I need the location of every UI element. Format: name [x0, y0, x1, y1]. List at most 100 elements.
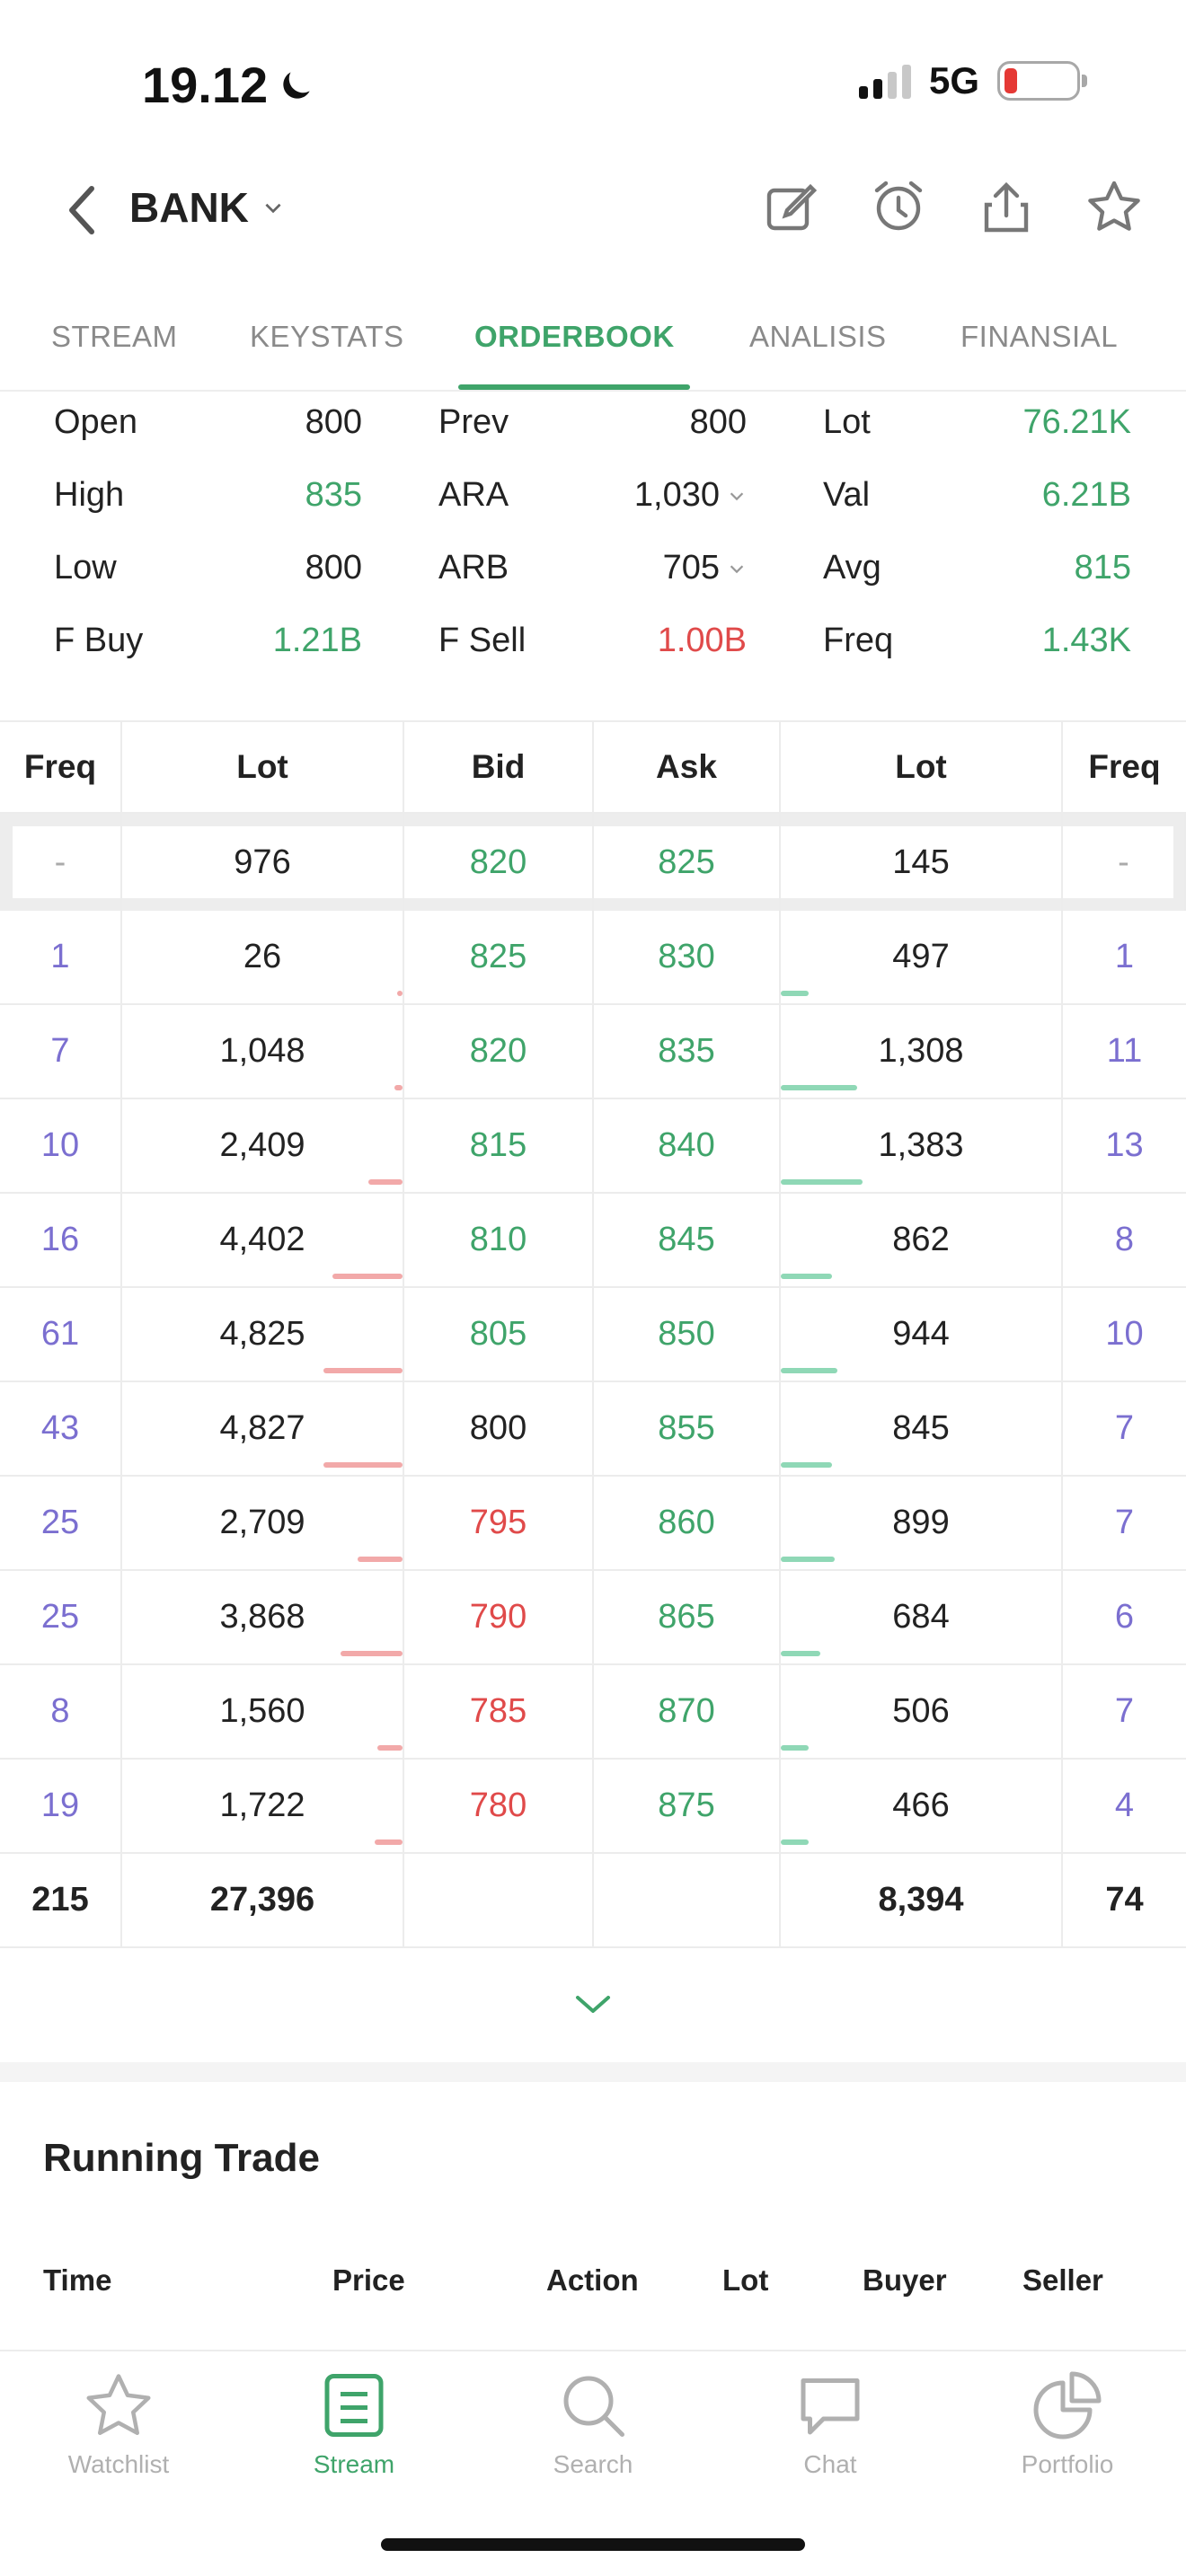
back-icon[interactable] [63, 183, 102, 237]
running-trade-header: Time Price Action Lot Buyer Seller [0, 2263, 1186, 2308]
share-icon[interactable] [978, 178, 1035, 235]
stat-ara[interactable]: ARA 1,030 [438, 459, 747, 532]
ask-lot: 862 [781, 1194, 1063, 1286]
tab-keystats[interactable]: KEYSTATS [250, 320, 404, 353]
bid-lot: 26 [122, 911, 404, 1003]
tab-orderbook[interactable]: ORDERBOOK [474, 320, 675, 353]
ask-depth-bar [781, 1368, 837, 1373]
ask-freq: 7 [1114, 1692, 1135, 1730]
ask-lot: 899 [781, 1477, 1063, 1569]
total-ask-freq: 74 [1105, 1881, 1144, 1919]
rt-header-price: Price [332, 2263, 405, 2297]
orderbook-row[interactable]: 25 3,868 790 865 684 6 [0, 1571, 1186, 1665]
bid-freq: 8 [0, 1665, 122, 1758]
search-icon [563, 2376, 624, 2437]
ask-depth-bar [781, 1462, 832, 1468]
ask-freq: 10 [1105, 1315, 1144, 1353]
chevron-down-icon [730, 491, 744, 500]
bid-price: 795 [404, 1477, 594, 1569]
rt-header-time: Time [43, 2263, 112, 2297]
nav-label: Chat [803, 2450, 857, 2478]
orderbook-row[interactable]: 16 4,402 810 845 862 8 [0, 1194, 1186, 1288]
ask-freq: 1 [1114, 938, 1135, 975]
stat-value: Val 6.21B [823, 476, 1131, 514]
bid-price: 790 [404, 1571, 594, 1663]
bid-freq: 19 [0, 1760, 122, 1852]
star-icon[interactable] [1085, 178, 1143, 235]
ask-lot: 466 [781, 1760, 1063, 1852]
network-label: 5G [928, 59, 979, 101]
bid-freq: 43 [0, 1382, 122, 1475]
bid-lot: 1,048 [122, 1005, 404, 1098]
best-bid-ask-row[interactable]: - 976 820 825 145 - [0, 814, 1186, 911]
nav-label: Stream [313, 2450, 395, 2478]
bid-depth-bar [340, 1651, 403, 1656]
bid-lot: 4,827 [122, 1382, 404, 1475]
stat-low: Low 800 [54, 549, 362, 587]
bid-price: 815 [404, 1099, 594, 1192]
nav-search[interactable]: Search [503, 2369, 683, 2479]
ask-depth-bar [781, 1745, 810, 1751]
orderbook-header-row: Freq Lot Bid Ask Lot Freq [0, 720, 1186, 814]
expand-orderbook-button[interactable] [0, 1945, 1186, 2062]
nav-chat[interactable]: Chat [740, 2369, 920, 2479]
orderbook-row[interactable]: 25 2,709 795 860 899 7 [0, 1477, 1186, 1571]
home-indicator[interactable] [381, 2538, 805, 2551]
ask-price: 865 [594, 1571, 781, 1663]
status-time: 19.12 [142, 56, 316, 114]
alarm-icon[interactable] [870, 178, 927, 235]
ask-lot: 1,308 [781, 1005, 1063, 1098]
orderbook-row[interactable]: 8 1,560 785 870 506 7 [0, 1665, 1186, 1760]
ask-lot: 845 [781, 1382, 1063, 1475]
bid-lot: 2,709 [122, 1477, 404, 1569]
ask-freq: 6 [1114, 1598, 1135, 1636]
nav-portfolio[interactable]: Portfolio [978, 2369, 1157, 2479]
ask-price: 855 [594, 1382, 781, 1475]
stats-column-2: Prev 800 ARA 1,030 ARB 705 F Sell 1.00B [438, 386, 747, 677]
ask-depth-bar [781, 1085, 857, 1090]
orderbook-row[interactable]: 10 2,409 815 840 1,383 13 [0, 1099, 1186, 1194]
bottom-navigation: Watchlist Stream Search Chat Portfolio [0, 2350, 1186, 2576]
pie-chart-icon [1033, 2371, 1102, 2439]
bid-freq: 25 [0, 1571, 122, 1663]
bid-lot: 1,560 [122, 1665, 404, 1758]
bid-depth-bar [332, 1274, 403, 1279]
orderbook-row[interactable]: 19 1,722 780 875 466 4 [0, 1760, 1186, 1854]
stat-arb[interactable]: ARB 705 [438, 532, 747, 604]
ask-price: 830 [594, 911, 781, 1003]
tab-analisis[interactable]: ANALISIS [749, 320, 887, 353]
best-ask-price: 825 [594, 814, 781, 911]
rt-header-action: Action [546, 2263, 639, 2297]
header-bid-lot: Lot [122, 722, 404, 812]
ticker-selector[interactable]: BANK [129, 183, 285, 232]
chat-icon [801, 2378, 860, 2435]
star-icon [86, 2374, 151, 2435]
nav-label: Portfolio [1021, 2450, 1114, 2478]
bid-price: 825 [404, 911, 594, 1003]
total-ask-lot: 8,394 [781, 1854, 1063, 1946]
bid-freq: 25 [0, 1477, 122, 1569]
bid-lot: 4,402 [122, 1194, 404, 1286]
nav-watchlist[interactable]: Watchlist [29, 2369, 208, 2479]
tab-stream[interactable]: STREAM [51, 320, 178, 353]
ask-depth-bar [781, 1839, 810, 1845]
nav-stream[interactable]: Stream [264, 2369, 444, 2479]
tab-finansial[interactable]: FINANSIAL [960, 320, 1119, 353]
stat-high: High 835 [54, 476, 362, 514]
ask-depth-bar [781, 1274, 832, 1279]
ask-price: 835 [594, 1005, 781, 1098]
best-bid-lot: 976 [122, 814, 404, 911]
orderbook-row[interactable]: 7 1,048 820 835 1,308 11 [0, 1005, 1186, 1099]
orderbook-row[interactable]: 43 4,827 800 855 845 7 [0, 1382, 1186, 1477]
orderbook-row[interactable]: 1 26 825 830 497 1 [0, 911, 1186, 1005]
clock-text: 19.12 [142, 57, 269, 113]
orderbook-row[interactable]: 61 4,825 805 850 944 10 [0, 1288, 1186, 1382]
rt-header-seller: Seller [1022, 2263, 1103, 2297]
header-bid: Bid [404, 722, 594, 812]
ask-price: 860 [594, 1477, 781, 1569]
stock-header: BANK [0, 162, 1186, 260]
bid-depth-bar [357, 1557, 403, 1562]
edit-icon[interactable] [762, 178, 819, 235]
bid-depth-bar [397, 991, 403, 996]
nav-label: Search [553, 2450, 633, 2478]
